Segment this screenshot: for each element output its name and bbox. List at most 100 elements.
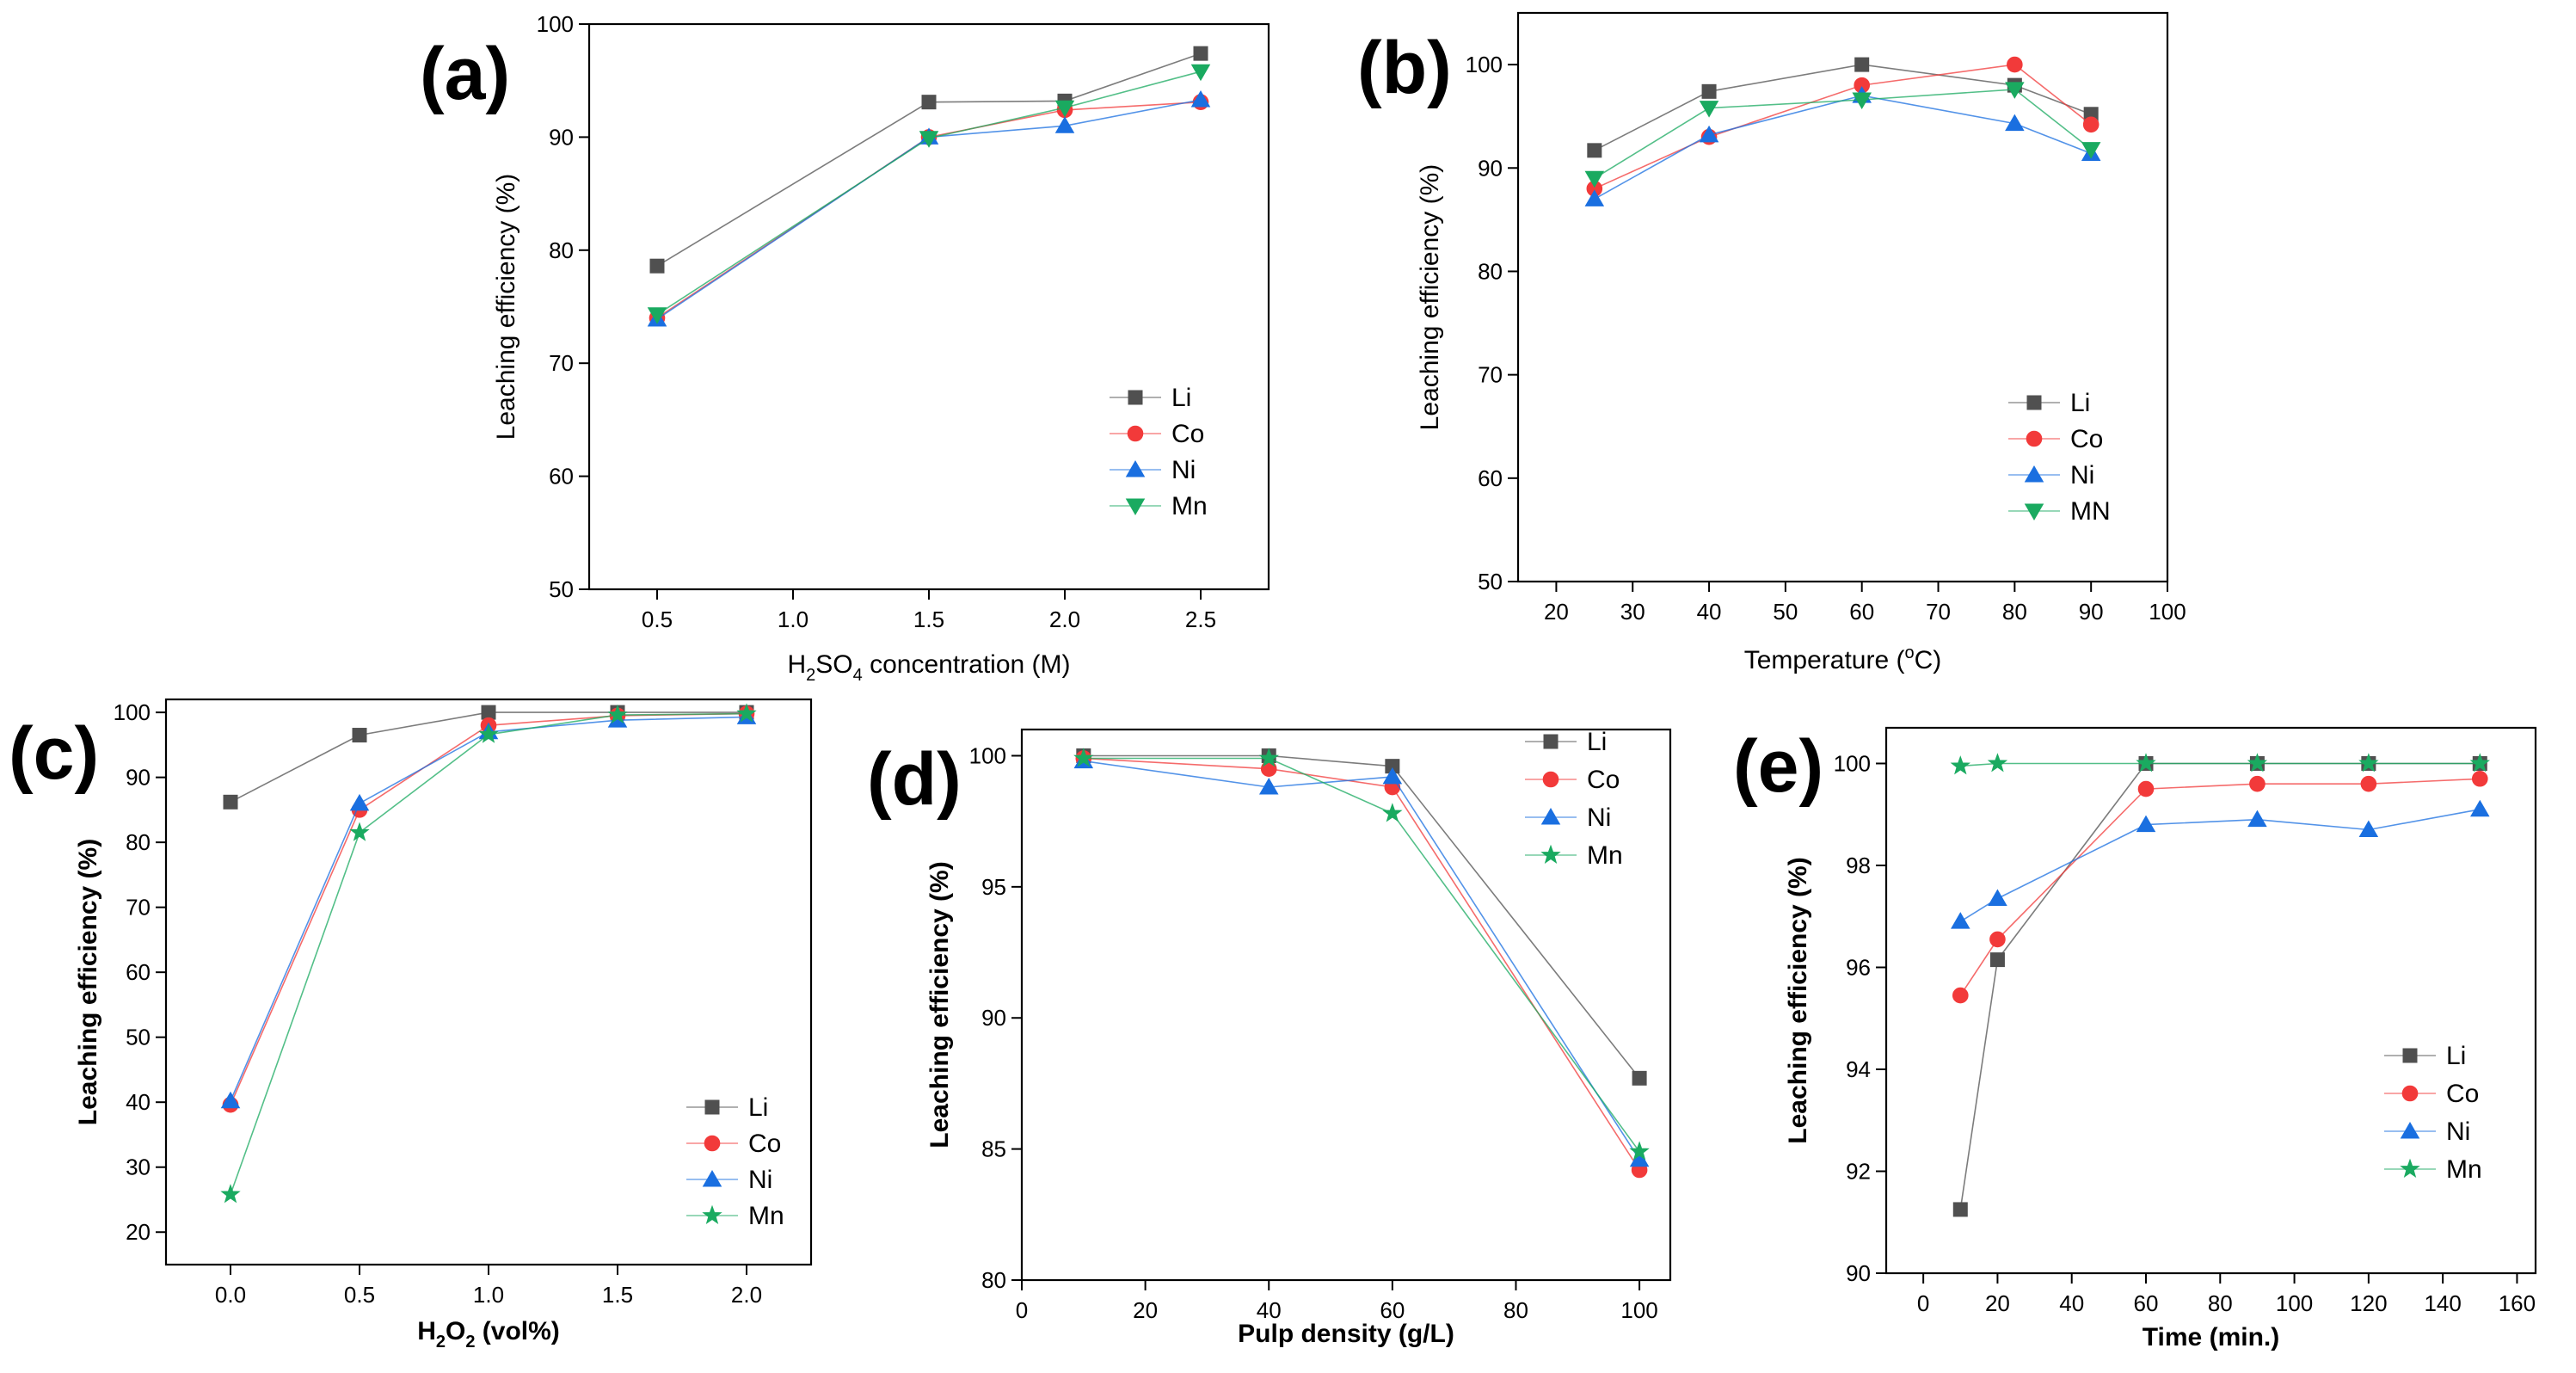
panel-d: 0 20 40 60 80 100 80 85 90 95 100 (d) Pulp density (…	[867, 728, 1672, 1348]
y-tick-label: 90	[1478, 155, 1503, 181]
legend-marker-mn	[2400, 1158, 2420, 1178]
x-tick-label: 80	[2002, 599, 2027, 625]
y-tick-label: 50	[549, 576, 574, 602]
data-point-li	[1193, 46, 1208, 61]
data-point-ni	[1584, 189, 1605, 206]
y-tick-label: 94	[1846, 1056, 1871, 1082]
panel-label: (a)	[420, 33, 510, 115]
panel-c: 0.0 0.5 1.0 1.5 2.0 20 30 40 50 60 70 80 90 100 (c) H2O…	[9, 698, 813, 1351]
legend-label-ni: Ni	[2070, 461, 2094, 489]
x-tick-label: 0	[1917, 1290, 1929, 1316]
data-point-ni	[349, 793, 370, 811]
y-tick-label: 60	[1478, 465, 1503, 491]
panel-e: 0 20 40 60 80 100 120 140 160 90 92 94 96 98 100 (e) Tim…	[1733, 725, 2537, 1351]
data-point-co	[2137, 780, 2155, 797]
y-tick-label: 90	[981, 1005, 1006, 1031]
data-point-co	[2082, 116, 2100, 133]
x-axis-label: H2SO4 concentration (M)	[787, 650, 1070, 685]
legend-label-mn: MN	[2070, 497, 2111, 526]
y-tick-label: 80	[549, 237, 574, 263]
data-point-li	[1952, 1202, 1968, 1217]
panel-label: (c)	[9, 712, 99, 795]
data-point-co	[2007, 56, 2023, 73]
x-tick-label: 30	[1620, 599, 1645, 625]
panel-label: (d)	[867, 738, 962, 821]
legend-label-co: Co	[2446, 1080, 2479, 1108]
legend-marker-co	[1542, 771, 1559, 788]
data-point-mn	[2469, 753, 2490, 773]
data-point-mn	[1073, 748, 1094, 767]
y-tick-label: 100	[114, 699, 151, 725]
y-tick-label: 40	[126, 1089, 151, 1115]
legend-label-ni: Ni	[2446, 1117, 2470, 1146]
y-tick-label: 60	[549, 464, 574, 489]
y-tick-label: 60	[126, 959, 151, 985]
data-point-ni	[1988, 889, 2007, 906]
data-point-co	[1989, 931, 2006, 948]
data-point-ni	[2247, 810, 2267, 828]
data-point-li	[649, 258, 665, 274]
x-tick-label: 100	[2276, 1290, 2313, 1316]
series-line-li	[1594, 64, 2092, 151]
y-tick-label: 95	[981, 874, 1006, 900]
legend-marker-li	[1543, 734, 1559, 749]
x-tick-label: 70	[1926, 599, 1951, 625]
data-point-li	[1587, 143, 1602, 158]
x-tick-label: 60	[1849, 599, 1874, 625]
y-axis-label: Leaching efficiency (%)	[492, 174, 520, 440]
legend-label-mn: Mn	[1587, 841, 1623, 870]
series-line-ni	[656, 99, 1202, 320]
panel-a: 0.5 1.0 1.5 2.0 2.5 50 60 70 80 90 100 (a) H2SO4 con…	[420, 11, 1270, 685]
data-point-co	[2360, 775, 2377, 792]
data-point-mn	[1852, 92, 1872, 109]
y-tick-label: 80	[1478, 258, 1503, 284]
series-line-mn	[1594, 89, 2092, 179]
data-point-ni	[2005, 114, 2025, 132]
data-point-mn	[919, 131, 939, 148]
series-line-co	[1083, 757, 1640, 1171]
legend-marker-mn	[1540, 844, 1561, 864]
data-point-mn	[1950, 755, 1970, 775]
x-axis-label: H2O2 (vol%)	[417, 1317, 560, 1351]
series-line-mn	[230, 712, 747, 1195]
legend-label-co: Co	[1171, 420, 1204, 448]
x-tick-label: 80	[2208, 1290, 2233, 1316]
data-point-mn	[1699, 101, 1719, 118]
data-point-li	[481, 705, 496, 720]
x-tick-label: 120	[2350, 1290, 2387, 1316]
y-tick-label: 100	[537, 11, 574, 37]
data-point-ni	[1258, 778, 1279, 795]
plot-frame	[1516, 11, 2169, 583]
y-tick-label: 50	[1478, 569, 1503, 594]
data-point-mn	[1054, 100, 1075, 118]
data-point-li	[223, 794, 238, 810]
data-point-mn	[607, 704, 628, 724]
data-point-mn	[220, 1184, 241, 1204]
legend-label-li: Li	[2446, 1042, 2466, 1070]
legend-label-co: Co	[2070, 425, 2103, 453]
x-tick-label: 0	[1016, 1297, 1028, 1323]
legend-marker-co	[704, 1135, 721, 1152]
x-tick-label: 20	[1133, 1297, 1158, 1323]
x-tick-label: 100	[2149, 599, 2186, 625]
data-point-co	[2249, 775, 2266, 792]
x-tick-label: 1.5	[913, 606, 944, 632]
legend-label-mn: Mn	[748, 1202, 784, 1230]
data-point-mn	[2005, 82, 2025, 99]
data-point-li	[1989, 952, 2005, 968]
data-point-li	[1854, 57, 1870, 72]
data-point-co	[1260, 760, 1277, 778]
data-point-mn	[1987, 753, 2008, 773]
series-line-ni	[1083, 760, 1640, 1161]
data-point-ni	[2358, 820, 2379, 838]
legend-label-li: Li	[1587, 728, 1607, 756]
data-point-ni	[1054, 116, 1075, 133]
y-tick-label: 98	[1846, 853, 1871, 878]
data-point-ni	[220, 1091, 241, 1109]
x-tick-label: 0.0	[215, 1282, 246, 1308]
x-tick-label: 2.0	[731, 1282, 762, 1308]
x-tick-label: 2.0	[1049, 606, 1080, 632]
legend-marker-li	[2026, 395, 2042, 410]
panel-label: (e)	[1733, 725, 1823, 808]
legend-marker-li	[1128, 390, 1143, 405]
